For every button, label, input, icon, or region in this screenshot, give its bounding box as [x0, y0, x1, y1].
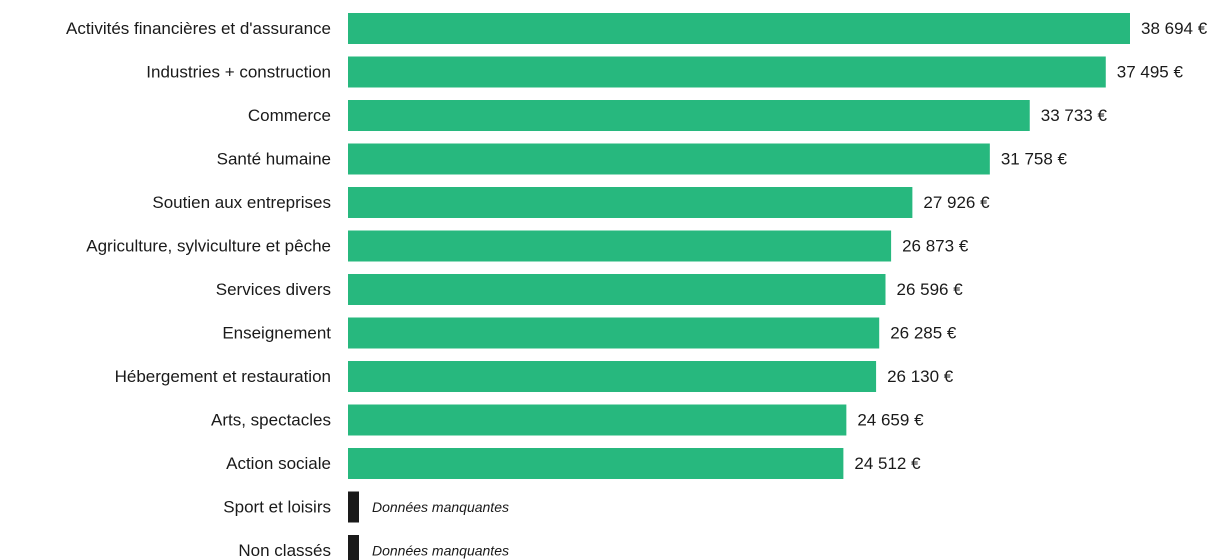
category-label-action-sociale: Action sociale — [226, 454, 331, 473]
value-label-arts-spectacles: 24 659 € — [857, 411, 924, 430]
bar-sante-humaine — [348, 143, 990, 175]
value-label-activites-financieres-et-d-assurance: 38 694 € — [1141, 19, 1208, 38]
value-label-services-divers: 26 596 € — [897, 280, 964, 299]
bar-commerce — [348, 100, 1030, 131]
bar-arts-spectacles — [348, 404, 847, 436]
value-label-industries-construction: 37 495 € — [1117, 63, 1184, 82]
bar-activites-financieres-et-d-assurance — [348, 13, 1130, 44]
missing-marker-non-classes — [348, 535, 359, 560]
missing-label-sport-et-loisirs: Données manquantes — [372, 499, 509, 515]
value-label-hebergement-et-restauration: 26 130 € — [887, 367, 954, 386]
category-label-enseignement: Enseignement — [222, 324, 331, 343]
category-label-services-divers: Services divers — [216, 280, 331, 299]
category-label-sport-et-loisirs: Sport et loisirs — [223, 498, 331, 517]
value-label-sante-humaine: 31 758 € — [1001, 150, 1068, 169]
category-label-agriculture-sylviculture-et-peche: Agriculture, sylviculture et pêche — [86, 237, 331, 256]
category-label-activites-financieres-et-d-assurance: Activités financières et d'assurance — [66, 19, 331, 38]
category-label-commerce: Commerce — [248, 106, 331, 125]
bar-enseignement — [348, 317, 880, 349]
missing-label-non-classes: Données manquantes — [372, 543, 509, 559]
bar-hebergement-et-restauration — [348, 361, 877, 392]
category-label-soutien-aux-entreprises: Soutien aux entreprises — [152, 193, 331, 212]
missing-marker-sport-et-loisirs — [348, 491, 359, 523]
category-label-arts-spectacles: Arts, spectacles — [211, 411, 331, 430]
bar-agriculture-sylviculture-et-peche — [348, 230, 892, 262]
value-label-soutien-aux-entreprises: 27 926 € — [923, 193, 990, 212]
bar-services-divers — [348, 274, 886, 305]
category-label-sante-humaine: Santé humaine — [217, 150, 331, 169]
category-label-hebergement-et-restauration: Hébergement et restauration — [115, 367, 331, 386]
category-label-non-classes: Non classés — [238, 541, 331, 560]
value-label-enseignement: 26 285 € — [890, 324, 957, 343]
bar-soutien-aux-entreprises — [348, 187, 913, 218]
value-label-agriculture-sylviculture-et-peche: 26 873 € — [902, 237, 969, 256]
category-label-industries-construction: Industries + construction — [146, 63, 331, 82]
bar-action-sociale — [348, 448, 844, 479]
bar-industries-construction — [348, 56, 1106, 88]
value-label-action-sociale: 24 512 € — [854, 454, 921, 473]
value-label-commerce: 33 733 € — [1041, 106, 1108, 125]
